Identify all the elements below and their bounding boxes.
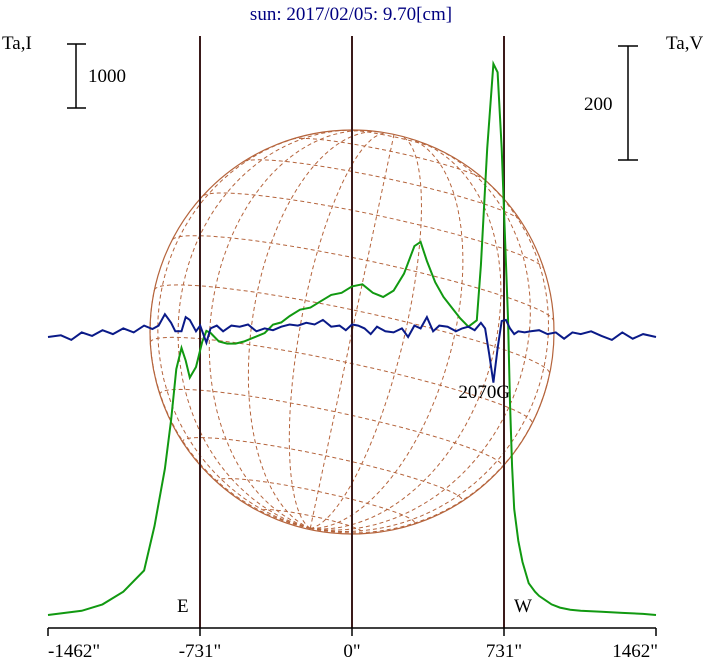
longitude-line — [309, 134, 395, 529]
latitude-line — [159, 388, 503, 468]
longitude-line — [247, 131, 379, 529]
right-scale-bar-label: 200 — [584, 94, 613, 115]
longitude-line — [208, 130, 372, 529]
x-tick-label: 1462" — [612, 641, 658, 662]
limb-marker-label: E — [177, 596, 189, 617]
x-tick-label: -1462" — [48, 641, 100, 662]
right-scale-bar — [618, 45, 638, 161]
latitude-line — [149, 336, 533, 424]
longitude-line — [310, 148, 531, 531]
longitude-line — [310, 137, 464, 529]
longitude-line — [288, 132, 386, 529]
left-scale-bar-label: 1000 — [88, 66, 126, 87]
latitude-line — [202, 192, 544, 269]
polarization-curve — [47, 312, 657, 383]
latitude-line — [182, 437, 463, 503]
longitude-line — [310, 136, 423, 529]
limb-lines — [199, 36, 505, 628]
latitude-line — [216, 478, 416, 525]
latitude-line — [346, 129, 440, 151]
solar-disk-grid — [149, 129, 555, 535]
x-tick-label: -731" — [179, 641, 222, 662]
left-axis-label: Ta,I — [2, 33, 32, 54]
longitude-line — [149, 289, 311, 529]
x-tick-label: 731" — [486, 641, 522, 662]
x-axis-ticks: -1462" -731" 0" 731" 1462" — [47, 628, 658, 662]
active-region-label: 2070G — [458, 382, 510, 403]
intensity-curve — [47, 60, 657, 616]
longitude-line — [310, 373, 551, 534]
chart-title: sun: 2017/02/05: 9.70[cm] — [250, 4, 452, 25]
longitude-line — [310, 139, 502, 530]
limb-marker-label: W — [514, 596, 532, 617]
longitude-line — [177, 129, 349, 529]
left-scale-bar — [67, 43, 86, 109]
right-axis-label: Ta,V — [666, 33, 703, 54]
x-tick-label: 0" — [343, 641, 360, 662]
